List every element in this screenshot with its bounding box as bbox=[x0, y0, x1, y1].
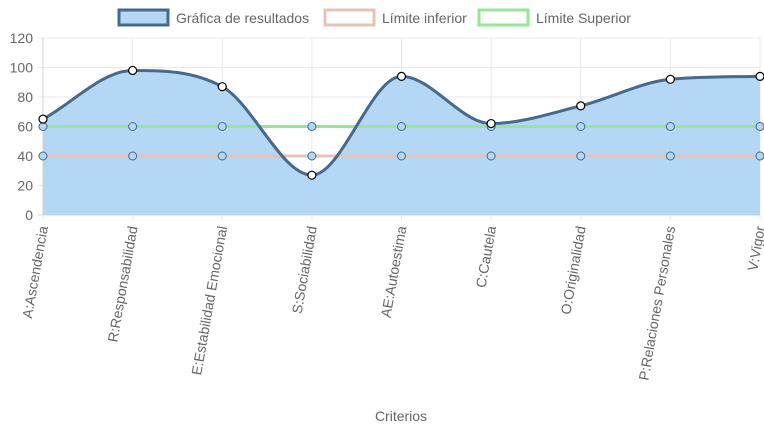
data-point[interactable] bbox=[128, 151, 138, 161]
data-point[interactable] bbox=[307, 170, 317, 180]
data-point[interactable] bbox=[576, 122, 586, 131]
data-point[interactable] bbox=[576, 151, 586, 161]
x-tick-label: AE:Autoestima bbox=[378, 225, 410, 319]
legend-swatch bbox=[477, 8, 530, 27]
legend[interactable]: Gráfica de resultados Límite inferior Lími… bbox=[117, 8, 631, 27]
data-point[interactable] bbox=[397, 151, 406, 161]
y-tick-label: 40 bbox=[17, 148, 33, 164]
y-tick-label: 60 bbox=[17, 119, 33, 135]
data-point[interactable] bbox=[486, 151, 496, 161]
x-axis: A:Ascendencia R:Responsabilidad E:Estabili… bbox=[19, 224, 764, 381]
series-area bbox=[43, 70, 760, 215]
y-tick-label: 20 bbox=[17, 178, 33, 194]
x-tick-label: V:Vigor bbox=[744, 224, 764, 272]
legend-label: Gráfica de resultados bbox=[176, 10, 309, 26]
legend-swatch bbox=[117, 8, 170, 27]
x-tick-label: C:Cautela bbox=[473, 225, 500, 289]
data-point[interactable] bbox=[217, 151, 227, 161]
legend-item[interactable]: Gráfica de resultados bbox=[117, 8, 309, 27]
y-tick-label: 120 bbox=[10, 30, 34, 46]
x-tick-label: O:Originalidad bbox=[557, 225, 588, 316]
data-point[interactable] bbox=[755, 71, 764, 81]
data-points bbox=[38, 65, 764, 180]
x-tick-label: P:Relaciones Personales bbox=[635, 225, 678, 382]
data-point[interactable] bbox=[307, 151, 317, 161]
data-point[interactable] bbox=[307, 122, 317, 131]
series-line bbox=[42, 68, 761, 177]
legend-item[interactable]: Límite inferior bbox=[323, 8, 467, 27]
legend-swatch bbox=[323, 8, 376, 27]
data-point[interactable] bbox=[128, 65, 138, 76]
x-tick-label: E:Estabilidad Emocional bbox=[188, 225, 230, 376]
y-tick-label: 100 bbox=[10, 60, 34, 76]
legend-item[interactable]: Límite Superior bbox=[477, 8, 631, 27]
data-point[interactable] bbox=[217, 82, 227, 92]
y-tick-label: 80 bbox=[17, 89, 33, 105]
data-point[interactable] bbox=[755, 151, 764, 161]
data-point[interactable] bbox=[397, 122, 406, 131]
plot-area bbox=[42, 68, 761, 215]
data-point[interactable] bbox=[38, 151, 48, 161]
x-tick-label: A:Ascendencia bbox=[19, 225, 51, 320]
legend-label: Límite Superior bbox=[536, 10, 631, 26]
data-point[interactable] bbox=[665, 151, 675, 161]
y-tick-label: 0 bbox=[25, 207, 33, 223]
data-point[interactable] bbox=[38, 114, 48, 124]
data-point[interactable] bbox=[486, 118, 496, 129]
data-point[interactable] bbox=[665, 122, 675, 131]
x-tick-label: S:Sociabilidad bbox=[289, 225, 320, 315]
data-point[interactable] bbox=[576, 101, 586, 111]
data-point[interactable] bbox=[665, 74, 675, 84]
data-point[interactable] bbox=[128, 122, 138, 131]
x-tick-label: R:Responsabilidad bbox=[104, 225, 140, 344]
data-point[interactable] bbox=[396, 71, 407, 81]
x-axis-title: Criterios bbox=[375, 408, 427, 424]
legend-label: Límite inferior bbox=[382, 10, 467, 26]
data-point[interactable] bbox=[755, 122, 764, 131]
y-axis: 0 20 40 60 80 100 120 bbox=[10, 30, 34, 223]
data-point[interactable] bbox=[217, 122, 227, 131]
